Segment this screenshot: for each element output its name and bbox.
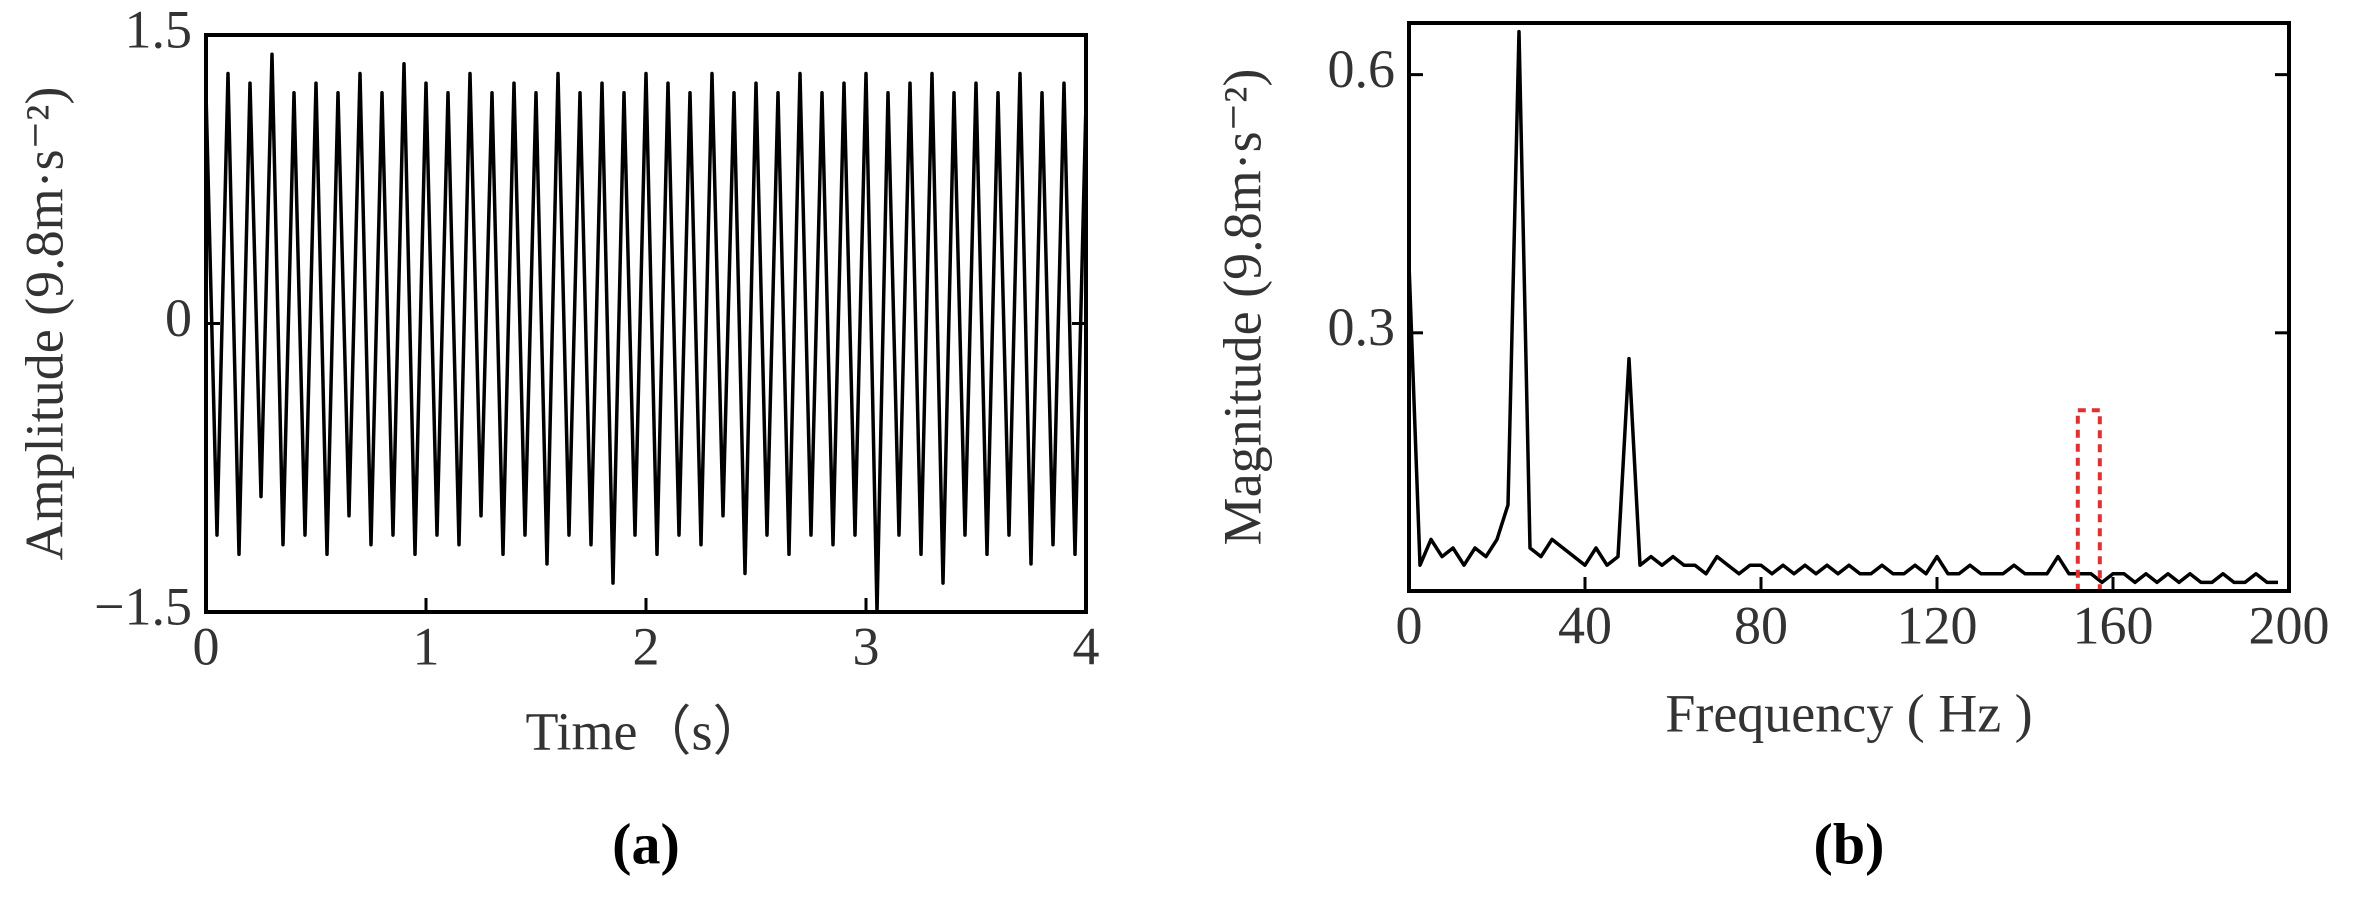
y-axis-label: Amplitude (9.8m·s⁻²): [14, 87, 74, 561]
signal-line: [1407, 29, 2278, 585]
x-tick-label: 200: [2249, 595, 2330, 655]
x-tick-label: 1: [413, 616, 440, 676]
highlight-box: [2075, 408, 2102, 594]
x-tick-label: 120: [1897, 595, 1978, 655]
x-tick-label: 80: [1734, 595, 1788, 655]
y-tick-label: 0.3: [1328, 297, 1396, 357]
caption: (b): [1814, 811, 1885, 876]
y-axis-label: Magnitude (9.8m·s⁻²): [1212, 69, 1272, 546]
x-tick-label: 4: [1073, 616, 1100, 676]
plot-frame: [1407, 21, 2291, 593]
signal-line: [204, 52, 1088, 614]
x-axis-label: Frequency ( Hz ): [1665, 683, 2032, 743]
x-tick-label: 2: [633, 616, 660, 676]
y-tick-label: −1.5: [94, 576, 192, 636]
x-axis-label: Time（s）: [525, 701, 766, 761]
x-tick-label: 160: [2073, 595, 2154, 655]
x-tick-label: 0: [193, 616, 220, 676]
y-tick-label: 0: [165, 288, 192, 348]
x-tick-label: 3: [853, 616, 880, 676]
x-tick-label: 0: [1396, 595, 1423, 655]
y-tick-label: 0.6: [1328, 39, 1396, 99]
x-tick-label: 40: [1558, 595, 1612, 655]
caption: (a): [612, 811, 680, 876]
y-tick-label: 1.5: [125, 0, 193, 59]
